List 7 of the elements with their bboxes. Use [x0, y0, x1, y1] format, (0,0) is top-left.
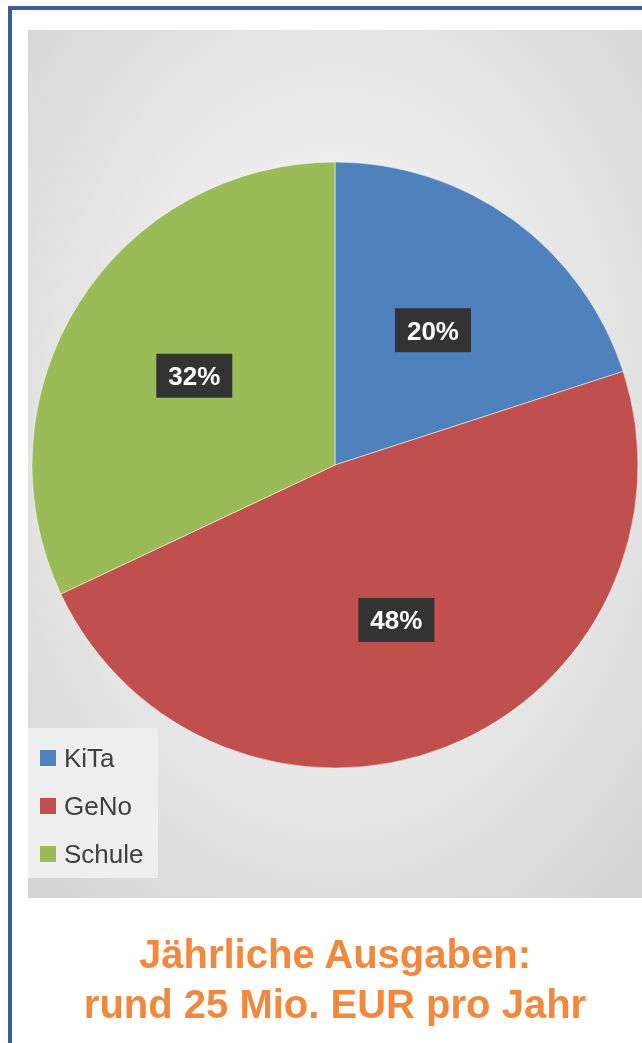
- legend-label: Schule: [64, 839, 144, 869]
- legend-label: KiTa: [64, 743, 116, 773]
- data-label: 48%: [370, 605, 423, 636]
- slice-label: GeNo: [64, 791, 132, 821]
- data-label: 20%: [406, 315, 459, 346]
- data-label: 32%: [168, 361, 221, 392]
- text: Jährliche Ausgaben: rund 25 Mio. EUR pro Jahr: [83, 932, 587, 1026]
